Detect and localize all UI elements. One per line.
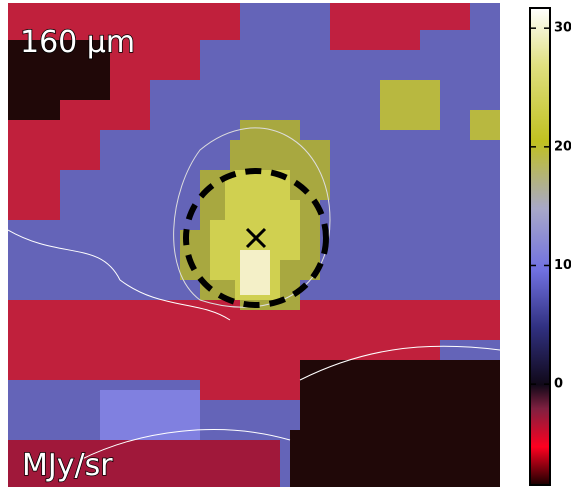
sky-image xyxy=(8,3,500,487)
units-label: MJy/sr xyxy=(22,448,113,483)
colorbar-tick-label: 0 xyxy=(554,377,563,392)
source-marker xyxy=(245,227,267,249)
colorbar-tick-label: 20 xyxy=(554,139,571,154)
band-label: 160 μm xyxy=(20,25,135,60)
colorbar-tick-label: 10 xyxy=(554,258,571,273)
colorbar xyxy=(529,7,551,486)
colorbar-tick-label: 30 xyxy=(554,21,571,36)
aperture-circle xyxy=(183,168,329,308)
